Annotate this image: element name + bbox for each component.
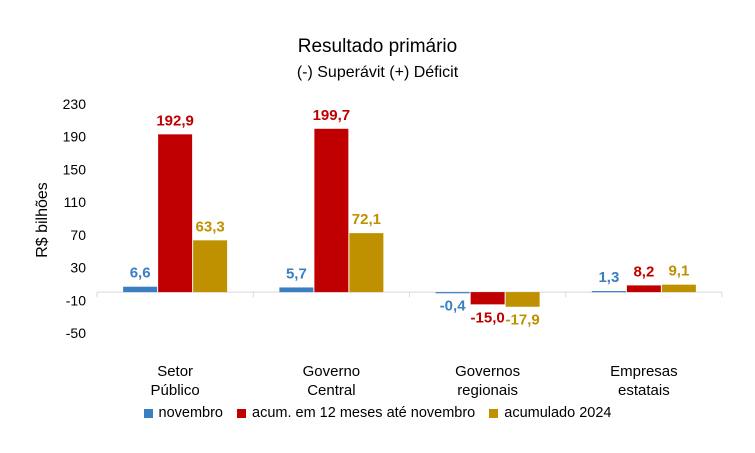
bar: [435, 292, 470, 294]
chart-legend: novembro acum. em 12 meses até novembro ac…: [0, 405, 755, 421]
x-tick-label: Governos: [455, 363, 520, 380]
y-tick-label: 230: [63, 96, 87, 112]
bar: [123, 286, 158, 293]
data-label: 72,1: [352, 211, 381, 228]
y-tick-label: 190: [63, 129, 87, 145]
bar: [591, 291, 626, 293]
bar: [349, 233, 384, 293]
legend-label: novembro: [158, 405, 223, 421]
legend-label: acum. em 12 meses até novembro: [252, 405, 476, 421]
x-tick-label: Empresas: [610, 363, 678, 380]
data-label: -15,0: [471, 309, 505, 326]
legend-swatch: [143, 408, 153, 418]
data-label: 199,7: [313, 107, 351, 124]
data-label: 9,1: [668, 263, 689, 280]
data-label: 1,3: [598, 269, 619, 286]
legend-item: novembro: [143, 405, 223, 421]
legend-item: acum. em 12 meses até novembro: [237, 405, 475, 421]
legend-label: acumulado 2024: [504, 405, 612, 421]
bar: [193, 240, 228, 293]
y-tick-label: 70: [70, 227, 86, 243]
y-tick-label: 150: [63, 161, 87, 177]
bar: [661, 284, 696, 293]
legend-item: acumulado 2024: [489, 405, 611, 421]
y-tick-label: -10: [66, 292, 86, 308]
data-label: 192,9: [156, 112, 194, 129]
data-label: 6,6: [130, 265, 151, 282]
x-tick-label: Governo: [303, 363, 361, 380]
chart-title: Resultado primário: [297, 36, 458, 57]
bar: [314, 128, 349, 293]
bar: [505, 292, 540, 307]
data-label: 63,3: [196, 218, 225, 235]
bar: [470, 292, 505, 305]
chart-subtitle: (-) Superávit (+) Déficit: [296, 64, 459, 81]
x-tick-label: estatais: [618, 382, 670, 399]
bar: [626, 285, 661, 293]
x-tick-label: Setor: [157, 363, 193, 380]
data-label: 8,2: [633, 263, 654, 280]
x-tick-label: regionais: [457, 382, 518, 399]
y-tick-label: 30: [70, 260, 86, 276]
data-label: 5,7: [286, 265, 307, 282]
legend-swatch: [489, 408, 499, 418]
bar: [158, 134, 193, 293]
x-tick-label: Público: [151, 382, 200, 399]
y-axis-label: R$ bilhões: [34, 182, 51, 258]
bar: [279, 287, 314, 293]
data-label: -17,9: [506, 312, 540, 329]
y-tick-label: -50: [66, 325, 86, 341]
data-label: -0,4: [440, 297, 467, 314]
y-tick-label: 110: [64, 194, 87, 210]
x-tick-label: Central: [307, 382, 355, 399]
legend-swatch: [237, 408, 246, 418]
